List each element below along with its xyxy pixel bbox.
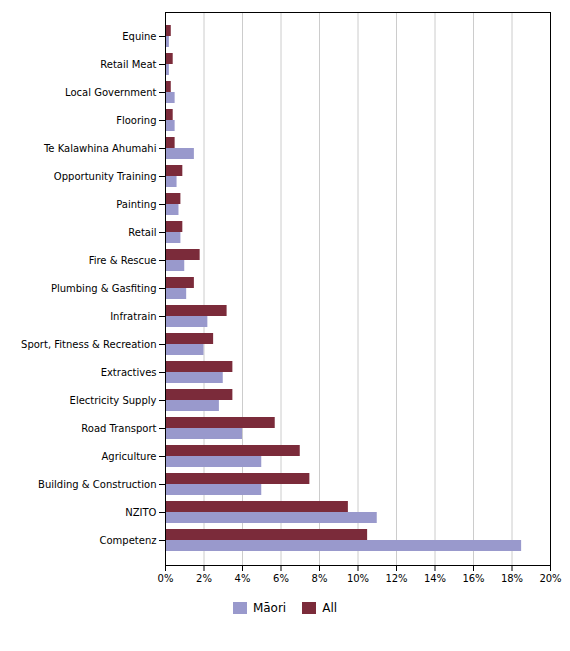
svg-text:Opportunity Training: Opportunity Training <box>54 171 157 182</box>
svg-text:16%: 16% <box>462 573 484 584</box>
svg-text:4%: 4% <box>235 573 251 584</box>
svg-text:20%: 20% <box>539 573 561 584</box>
svg-text:Flooring: Flooring <box>116 115 156 126</box>
html-text:All: All <box>322 601 338 615</box>
svg-text:Painting: Painting <box>116 199 156 210</box>
svg-text:Fire & Rescue: Fire & Rescue <box>89 255 157 266</box>
svg-text:NZITO: NZITO <box>125 507 156 518</box>
svg-text:Competenz: Competenz <box>99 535 156 546</box>
svg-text:18%: 18% <box>501 573 523 584</box>
html-text:Māori: Māori <box>252 601 287 615</box>
svg-text:6%: 6% <box>273 573 289 584</box>
svg-text:12%: 12% <box>385 573 407 584</box>
svg-text:8%: 8% <box>312 573 328 584</box>
svg-text:Equine: Equine <box>122 31 156 42</box>
svg-text:14%: 14% <box>424 573 446 584</box>
svg-text:Plumbing & Gasfiting: Plumbing & Gasfiting <box>51 283 157 294</box>
svg-text:Retail: Retail <box>128 227 156 238</box>
svg-text:Sport, Fitness & Recreation: Sport, Fitness & Recreation <box>21 339 156 350</box>
svg-text:0%: 0% <box>158 573 174 584</box>
svg-text:Building & Construction: Building & Construction <box>38 479 156 490</box>
svg-text:Electricity Supply: Electricity Supply <box>70 395 157 406</box>
svg-text:Infratrain: Infratrain <box>110 311 156 322</box>
svg-text:Local Government: Local Government <box>65 87 157 98</box>
svg-text:10%: 10% <box>347 573 369 584</box>
svg-text:2%: 2% <box>196 573 212 584</box>
svg-text:Retail Meat: Retail Meat <box>100 59 156 70</box>
svg-text:Agriculture: Agriculture <box>102 451 157 462</box>
svg-text:Extractives: Extractives <box>101 367 157 378</box>
svg-text:Road Transport: Road Transport <box>81 423 156 434</box>
svg-text:Te Kalawhina Ahumahi: Te Kalawhina Ahumahi <box>43 143 157 154</box>
